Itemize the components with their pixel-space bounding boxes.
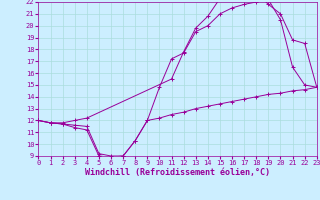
X-axis label: Windchill (Refroidissement éolien,°C): Windchill (Refroidissement éolien,°C): [85, 168, 270, 177]
